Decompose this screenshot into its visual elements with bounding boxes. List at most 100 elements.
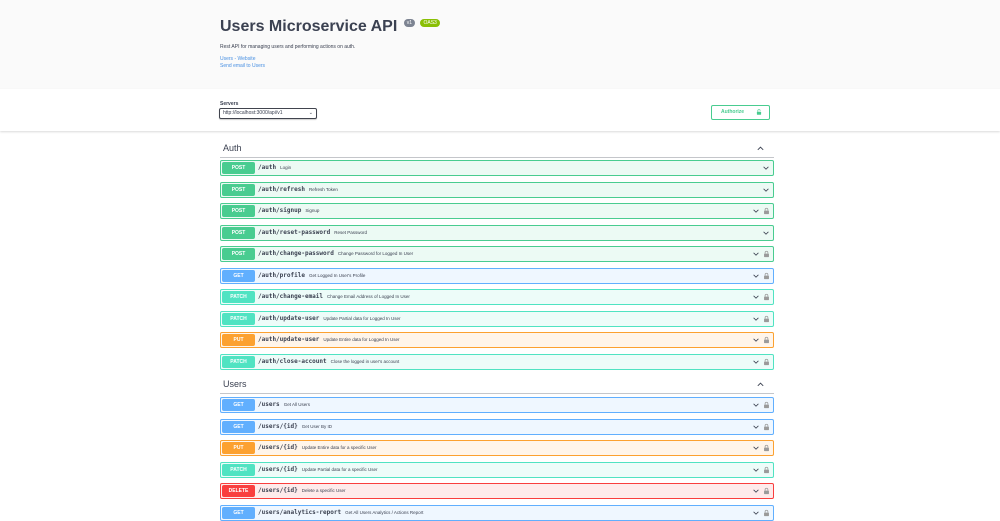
authorize-button[interactable]: Authorize — [711, 105, 770, 120]
lock-icon[interactable] — [763, 444, 770, 452]
chevron-down-icon[interactable] — [752, 336, 760, 344]
operation-row[interactable]: DELETE/users/{id} Delete a specific User — [220, 483, 774, 499]
operation-summary: Refresh Token — [308, 186, 338, 192]
tag-name: Auth — [223, 143, 242, 153]
operation-summary: Reset Password — [334, 229, 368, 235]
servers-selected-value: http://localhost:3000/api/v1 — [223, 110, 283, 116]
authorize-label: Authorize — [721, 109, 745, 115]
chevron-down-icon[interactable] — [762, 164, 770, 172]
version-badge: v1 — [403, 19, 416, 27]
operation-row[interactable]: PUT/users/{id} Update Entire data for a s… — [220, 440, 774, 456]
method-badge: GET — [222, 399, 255, 411]
lock-icon[interactable] — [763, 250, 770, 258]
chevron-up-icon[interactable] — [756, 380, 765, 389]
lock-icon[interactable] — [763, 293, 770, 301]
operation-path-wrap: /auth/reset-password Reset Password — [258, 229, 367, 236]
tag-section-auth[interactable]: Auth — [220, 140, 774, 158]
operation-summary: Update Entire data for Logged In User — [323, 337, 400, 342]
method-badge: PATCH — [222, 291, 255, 303]
operation-summary: Signup — [305, 208, 320, 213]
operation-row[interactable]: POST/auth Login — [220, 160, 774, 176]
tag-name: Users — [223, 379, 247, 389]
operation-path: /users/{id} — [258, 422, 298, 430]
chevron-down-icon[interactable] — [752, 358, 760, 366]
operation-row[interactable]: GET/users/analytics-report Get All Users … — [220, 504, 774, 521]
lock-icon[interactable] — [763, 423, 770, 431]
method-badge: POST — [222, 183, 255, 196]
operation-path-wrap: /auth/close-account Close the logged in u… — [258, 358, 399, 365]
operation-path-wrap: /auth/change-email Change Email Address o… — [258, 293, 410, 300]
lock-icon[interactable] — [763, 207, 770, 215]
chevron-down-icon[interactable] — [752, 509, 760, 517]
operation-row[interactable]: GET/users Get All Users — [220, 397, 774, 413]
contact-email-link[interactable]: Send email to Users — [220, 63, 266, 69]
operation-path: /auth/update-user — [258, 314, 320, 322]
operation-path-wrap: /auth/update-user Update Partial data for… — [258, 315, 400, 322]
chevron-down-icon[interactable] — [752, 423, 760, 431]
lock-icon[interactable] — [763, 401, 770, 409]
operation-row[interactable]: GET/auth/profile Get Logged In User's Pro… — [220, 267, 774, 284]
operation-row[interactable]: POST/auth/signup Signup — [220, 203, 774, 219]
operation-row[interactable]: PATCH/auth/update-user Update Partial dat… — [220, 310, 774, 327]
operation-row[interactable]: PATCH/auth/close-account Close the logged… — [220, 353, 774, 370]
chevron-down-icon[interactable] — [752, 207, 760, 215]
chevron-down-icon[interactable] — [752, 401, 760, 409]
operation-summary: Login — [280, 165, 292, 170]
chevron-up-icon[interactable] — [756, 144, 765, 153]
operation-row[interactable]: POST/auth/reset-password Reset Password — [220, 224, 774, 241]
operation-summary: Change Email Address of Logged In User — [327, 294, 410, 299]
api-title-wrap: Users Microservice API v1 OAS3 — [220, 18, 440, 36]
chevron-down-icon[interactable] — [752, 466, 760, 474]
api-title: Users Microservice API — [220, 18, 398, 35]
operation-path-wrap: /users/analytics-report Get All Users Ana… — [258, 509, 423, 516]
lock-icon[interactable] — [763, 487, 770, 495]
operation-row[interactable]: PUT/auth/update-user Update Entire data f… — [220, 332, 774, 348]
info-links: Users - Website Send email to Users — [220, 56, 265, 70]
operation-path: /users/{id} — [258, 465, 298, 473]
operation-path: /auth/signup — [258, 207, 302, 214]
lock-icon[interactable] — [763, 272, 770, 280]
operation-path: /users/analytics-report — [258, 508, 342, 516]
method-badge: GET — [222, 506, 255, 519]
website-link[interactable]: Users - Website — [220, 56, 256, 62]
chevron-down-icon[interactable] — [752, 315, 760, 323]
operation-path: /users/{id} — [258, 487, 298, 494]
operation-row[interactable]: POST/auth/refresh Refresh Token — [220, 181, 774, 198]
method-badge: GET — [222, 269, 255, 282]
servers-select[interactable]: http://localhost:3000/api/v1 ⌄ — [219, 108, 317, 119]
lock-icon[interactable] — [763, 336, 770, 344]
operation-summary: Get All Users Analytics / Actions Report — [345, 509, 424, 515]
operation-path: /auth/profile — [258, 271, 305, 279]
chevron-down-icon[interactable] — [752, 272, 760, 280]
operation-path: /users/{id} — [258, 444, 298, 451]
chevron-down-icon[interactable] — [762, 186, 770, 194]
lock-icon[interactable] — [763, 466, 770, 474]
operation-summary: Update Entire data for a specific User — [301, 445, 377, 450]
operation-summary: Change Password for Logged In User — [337, 251, 414, 256]
operation-path-wrap: /users Get All Users — [258, 401, 310, 408]
chevron-down-icon[interactable] — [752, 444, 760, 452]
tag-section-users[interactable]: Users — [220, 376, 774, 394]
lock-icon[interactable] — [763, 509, 770, 517]
operation-row[interactable]: PATCH/users/{id} Update Partial data for … — [220, 461, 774, 478]
operation-path: /auth/refresh — [258, 185, 305, 193]
operation-path-wrap: /users/{id} Update Entire data for a spec… — [258, 444, 377, 451]
method-badge: POST — [222, 248, 255, 260]
operation-summary: Update Partial data for a specific User — [301, 466, 378, 472]
operation-path-wrap: /auth/signup Signup — [258, 207, 319, 214]
method-badge: GET — [222, 420, 255, 433]
chevron-down-icon[interactable] — [752, 293, 760, 301]
operation-path-wrap: /users/{id} Update Partial data for a spe… — [258, 466, 378, 473]
method-badge: PATCH — [222, 463, 255, 476]
operation-row[interactable]: POST/auth/change-password Change Password… — [220, 246, 774, 262]
operation-row[interactable]: GET/users/{id} Get User By ID — [220, 418, 774, 435]
chevron-down-icon[interactable] — [762, 229, 770, 237]
lock-icon[interactable] — [763, 315, 770, 323]
lock-icon[interactable] — [763, 358, 770, 366]
chevron-down-icon[interactable] — [752, 487, 760, 495]
operation-summary: Update Partial data for Logged In User — [323, 315, 401, 321]
method-badge: POST — [222, 162, 255, 174]
operation-row[interactable]: PATCH/auth/change-email Change Email Addr… — [220, 289, 774, 305]
chevron-down-icon[interactable] — [752, 250, 760, 258]
operation-summary: Close the logged in user's account — [330, 358, 400, 364]
